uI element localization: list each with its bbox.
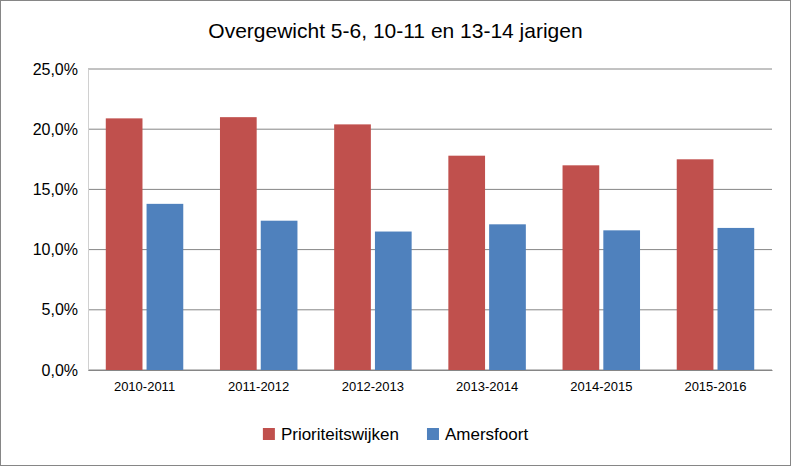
bar: [220, 117, 257, 370]
bar: [677, 159, 714, 370]
bars: [106, 117, 754, 370]
x-tick: 2011-2012: [228, 370, 289, 394]
bar: [147, 204, 184, 370]
grid-line: [88, 249, 772, 250]
x-tick: 2014-2015: [570, 370, 632, 394]
legend-swatch: [427, 428, 439, 440]
y-tick-label: 10,0%: [33, 241, 78, 258]
y-tick: 10,0%: [33, 241, 88, 258]
grid-line: [88, 129, 772, 130]
bar: [106, 118, 143, 370]
bar: [261, 221, 298, 370]
bar: [334, 124, 371, 370]
x-axis: 2010-2011 2011-2012 2012-2013 2013-2014 2014…: [89, 370, 773, 394]
legend: Prioriteitswijken Amersfoort: [263, 425, 529, 444]
y-tick: 25,0%: [33, 61, 88, 78]
bar: [489, 224, 526, 370]
x-tick: 2015-2016: [684, 370, 746, 394]
grid-line: [88, 69, 772, 70]
legend-label: Amersfoort: [445, 425, 528, 444]
y-tick: 0,0%: [42, 362, 88, 379]
plot: 0,0%5,0%10,0%15,0%20,0%25,0%2010-2011201…: [33, 61, 773, 395]
legend-item: Amersfoort: [427, 425, 528, 444]
y-tick-label: 20,0%: [33, 121, 78, 138]
legend-swatch: [263, 428, 275, 440]
bar: [603, 230, 640, 370]
chart-frame: [1, 1, 791, 466]
y-tick-label: 0,0%: [42, 362, 78, 379]
legend-label: Prioriteitswijken: [281, 425, 399, 444]
y-tick: 20,0%: [33, 121, 88, 138]
x-tick: 2010-2011: [114, 370, 175, 394]
x-tick-label: 2014-2015: [570, 379, 632, 394]
y-tick-label: 15,0%: [33, 181, 78, 198]
x-tick-label: 2011-2012: [228, 379, 289, 394]
y-tick: 15,0%: [33, 181, 88, 198]
grid-line: [88, 370, 772, 371]
y-tick-label: 25,0%: [33, 61, 78, 78]
y-tick: 5,0%: [42, 301, 88, 318]
y-axis: 0,0% 5,0% 10,0% 15,0% 20,0% 25,0%: [33, 61, 89, 379]
bar: [448, 156, 485, 370]
x-axis-line: [89, 370, 773, 371]
x-tick-label: 2012-2013: [342, 379, 404, 394]
title: Overgewicht 5-6, 10-11 en 13-14 jarigen: [208, 19, 582, 42]
grid-line: [88, 309, 772, 310]
x-tick: 2013-2014: [456, 370, 518, 394]
legend-item: Prioriteitswijken: [263, 425, 399, 444]
y-tick-label: 5,0%: [42, 301, 78, 318]
grid: [88, 69, 772, 370]
x-tick-label: 2015-2016: [684, 379, 746, 394]
bar: [718, 228, 755, 370]
x-tick-label: 2010-2011: [114, 379, 175, 394]
x-tick: 2012-2013: [342, 370, 404, 394]
bar: [563, 165, 600, 370]
x-tick-label: 2013-2014: [456, 379, 518, 394]
chart: 0,0%5,0%10,0%15,0%20,0%25,0%2010-2011201…: [0, 0, 791, 466]
grid-line: [88, 189, 772, 190]
y-axis-line: [88, 70, 89, 371]
bar: [375, 232, 412, 370]
